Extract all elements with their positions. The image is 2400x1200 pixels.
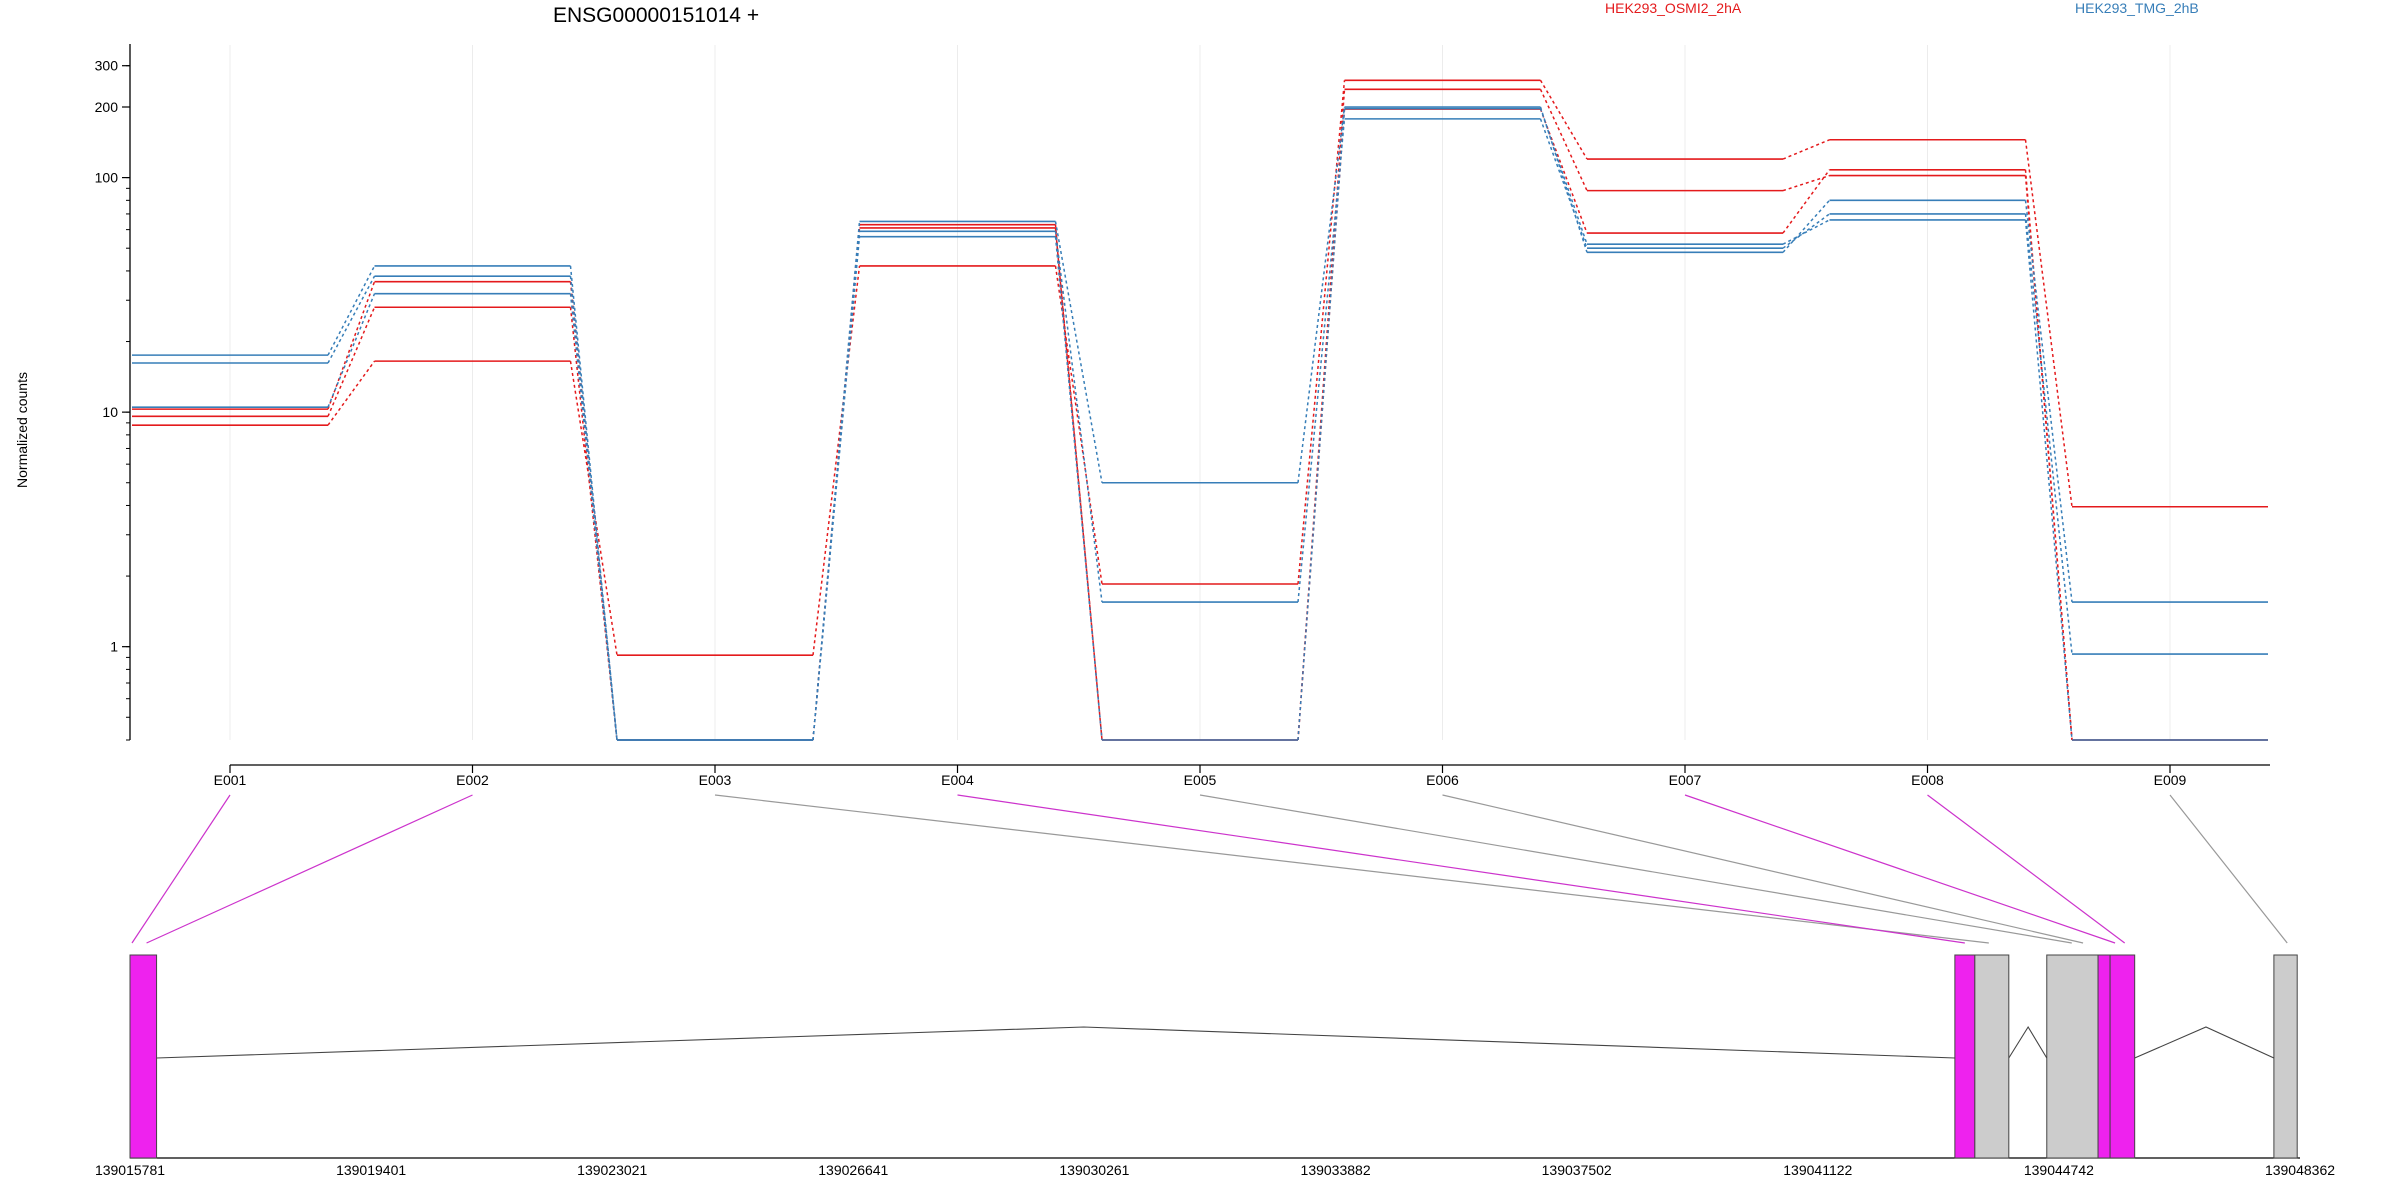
series-5-connector-5 <box>1297 118 1346 603</box>
series-3-connector-6 <box>1539 108 1588 234</box>
series-6-connector-2 <box>569 293 618 741</box>
y-tick-label-200: 200 <box>95 99 119 115</box>
series-4-connector-4 <box>1054 221 1103 483</box>
y-tick-label-10: 10 <box>102 404 118 420</box>
chart-title: ENSG00000151014 + <box>553 4 759 27</box>
series-2-connector-4 <box>1054 227 1103 741</box>
intron-1 <box>156 1026 1955 1059</box>
connector-e008 <box>1927 794 2126 944</box>
connector-e005 <box>1199 794 2072 944</box>
series-4-connector-1 <box>327 265 376 356</box>
gene-model: 139015781 139019401 139023021 139026641 1390… <box>95 954 2335 1178</box>
x-tick-label-e006: E006 <box>1426 772 1459 788</box>
series-6-connector-4 <box>1054 236 1103 741</box>
series-3-connector-5 <box>1297 109 1346 741</box>
connector-e002 <box>146 794 473 944</box>
connector-e001 <box>131 794 231 944</box>
series-6-connector-7 <box>1782 219 1830 245</box>
genomic-tick-label-9: 139044742 <box>2024 1162 2094 1178</box>
series-1-connector-3 <box>812 265 861 656</box>
series-1-connector-4 <box>1054 265 1103 585</box>
connector-e009 <box>2169 794 2288 944</box>
exon-block-e001 <box>129 954 158 1159</box>
y-axis-label: Normalized counts <box>14 372 30 488</box>
series-5-connector-8 <box>2024 213 2073 655</box>
connector-e003 <box>714 794 1989 944</box>
y-tick-label-1: 1 <box>110 639 118 655</box>
x-tick-label-e007: E007 <box>1669 772 1702 788</box>
genomic-tick-label-1: 139015781 <box>95 1162 165 1178</box>
exon-block-e008 <box>2109 954 2136 1159</box>
series-1-connector-1 <box>327 360 376 426</box>
series-1-connector-7 <box>1782 139 1830 160</box>
intron-2 <box>2008 1025 2048 1059</box>
x-tick-label-e009: E009 <box>2154 772 2187 788</box>
exon-block-e005 <box>2046 954 2099 1159</box>
series-4-connector-7 <box>1782 199 1831 253</box>
series-5-connector-7 <box>1782 213 1830 249</box>
connector-e007 <box>1684 794 2116 944</box>
series-4-connector-8 <box>2024 200 2073 603</box>
genomic-tick-label-5: 139030261 <box>1059 1162 1129 1178</box>
x-tick-label-e005: E005 <box>1184 772 1217 788</box>
series-6 <box>132 107 2268 741</box>
x-tick-label-e003: E003 <box>699 772 732 788</box>
exon-block-e007 <box>2097 954 2111 1159</box>
x-tick-label-e002: E002 <box>456 772 489 788</box>
series-1-connector-6 <box>1539 79 1588 160</box>
legend-entry-osmi2: HEK293_OSMI2_2hA <box>1605 0 1742 16</box>
series-6-connector-1 <box>327 293 376 408</box>
y-tick-label-300: 300 <box>95 58 119 74</box>
genomic-tick-label-10: 139048362 <box>2265 1162 2335 1178</box>
series-5-connector-6 <box>1539 118 1588 249</box>
series-2-connector-6 <box>1539 88 1588 191</box>
connector-e004 <box>957 794 1965 944</box>
intron-3 <box>2134 1026 2275 1059</box>
series-2-connector-7 <box>1782 174 1830 192</box>
genomic-tick-label-7: 139037502 <box>1542 1162 1612 1178</box>
series-2-connector-2 <box>569 307 618 741</box>
genomic-tick-label-2: 139019401 <box>336 1162 406 1178</box>
x-tick-label-e001: E001 <box>214 772 247 788</box>
legend-entry-tmg: HEK293_TMG_2hB <box>2075 0 2199 16</box>
series-1-connector-2 <box>569 361 618 656</box>
series-layer <box>132 79 2268 741</box>
series-5-connector-4 <box>1054 231 1103 603</box>
exon-block-e004 <box>1954 954 1976 1159</box>
series-2-connector-1 <box>327 306 376 417</box>
connector-e006 <box>1442 794 2084 944</box>
connector-layer <box>131 794 2288 944</box>
genomic-tick-label-6: 139033882 <box>1301 1162 1371 1178</box>
genomic-tick-label-8: 139041122 <box>1783 1162 1852 1178</box>
x-tick-label-e008: E008 <box>1911 772 1944 788</box>
series-3-connector-1 <box>327 281 376 410</box>
series-6-connector-6 <box>1539 108 1588 245</box>
axis-layer: 1 10 100 200 300 E001 E002 E003 E004 E005 E006 E007… <box>95 44 2270 788</box>
series-3-connector-7 <box>1782 169 1831 234</box>
genomic-tick-label-3: 139023021 <box>577 1162 647 1178</box>
series-6-connector-5 <box>1297 108 1346 741</box>
series-5-connector-1 <box>327 275 376 364</box>
exon-block-e009 <box>2273 954 2298 1159</box>
exon-block-e003 <box>1974 954 2010 1159</box>
y-tick-label-100: 100 <box>95 170 119 186</box>
grid-layer <box>229 45 2171 740</box>
series-1-connector-5 <box>1297 80 1346 585</box>
series-2-connector-3 <box>812 227 861 741</box>
series-6-connector-3 <box>812 236 861 741</box>
genomic-tick-label-4: 139026641 <box>818 1162 888 1178</box>
series-1-connector-8 <box>2024 139 2073 507</box>
x-tick-label-e004: E004 <box>941 772 974 788</box>
